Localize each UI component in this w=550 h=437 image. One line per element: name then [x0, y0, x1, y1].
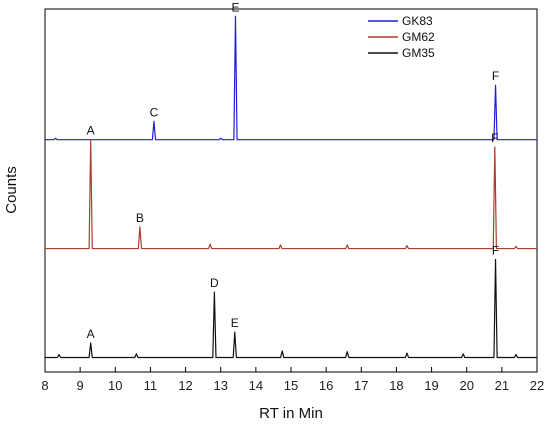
x-tick-label: 13	[213, 378, 227, 393]
peak-label-e: E	[231, 316, 239, 330]
series-line-gk83	[45, 15, 537, 141]
x-axis-ticks: 8 9 10 11 12 13 14 15 16 17 18 19 20 21 22	[41, 367, 544, 393]
x-tick-label: 16	[319, 378, 333, 393]
peak-label-b: B	[136, 211, 144, 225]
x-tick-label: 14	[249, 378, 263, 393]
x-axis-title: RT in Min	[259, 405, 323, 422]
x-tick-label: 11	[144, 378, 158, 393]
series-line-gm62	[45, 139, 537, 250]
peak-label-a: A	[87, 124, 95, 138]
x-tick-label: 20	[459, 378, 473, 393]
x-tick-label: 8	[41, 378, 48, 393]
legend: GK83 GM62 GM35	[368, 14, 435, 60]
peak-label-f: F	[492, 243, 499, 257]
plot-frame	[44, 8, 538, 373]
x-tick-label: 18	[389, 378, 403, 393]
x-tick-label: 9	[77, 378, 84, 393]
peak-label-c: C	[150, 106, 159, 120]
x-tick-label: 10	[108, 378, 122, 393]
peak-label-a: A	[87, 327, 95, 341]
x-tick-label: 15	[284, 378, 298, 393]
y-axis-title: Counts	[3, 166, 20, 214]
x-tick-label: 22	[530, 378, 544, 393]
x-tick-label: 17	[354, 378, 368, 393]
series-line-gm35	[45, 258, 537, 359]
x-tick-label: 12	[178, 378, 192, 393]
peak-label-e: E	[231, 0, 239, 14]
legend-label-gk83: GK83	[402, 14, 433, 28]
legend-label-gm35: GM35	[402, 46, 435, 60]
peak-label-f: F	[491, 131, 498, 145]
series-layer	[45, 15, 537, 359]
peak-label-f: F	[492, 69, 499, 83]
peak-label-layer: C E F A B F A D E F	[87, 0, 500, 341]
x-tick-label: 21	[495, 378, 509, 393]
legend-label-gm62: GM62	[402, 30, 435, 44]
x-tick-label: 19	[424, 378, 438, 393]
peak-label-d: D	[210, 276, 219, 290]
